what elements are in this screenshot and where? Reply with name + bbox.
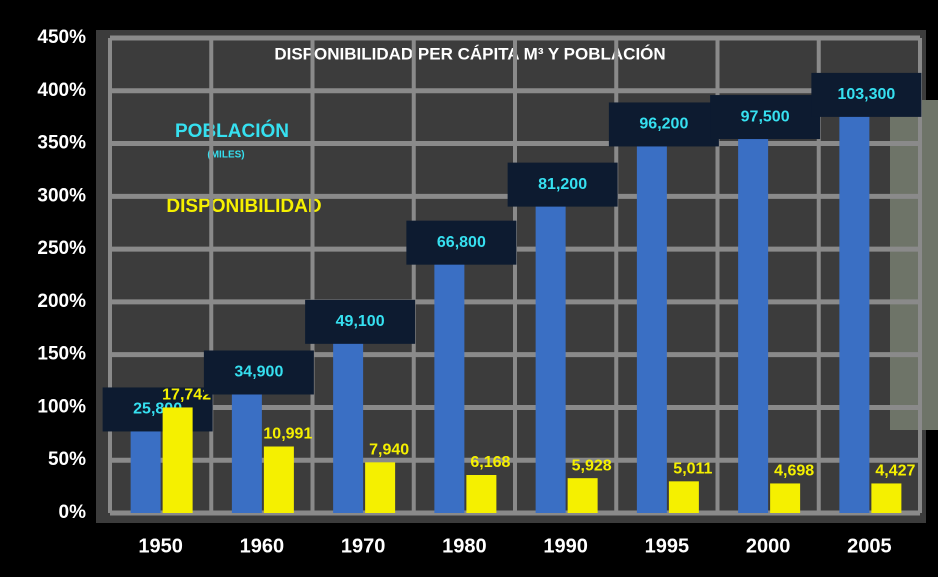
x-tick-label: 1970 <box>341 535 386 557</box>
page: DISPONIBILIDAD PER CÁPITA M³ Y POBLACIÓN… <box>0 0 938 577</box>
y-tick-label: 150% <box>37 344 86 365</box>
chart-title: DISPONIBILIDAD PER CÁPITA M³ Y POBLACIÓN <box>274 44 665 63</box>
data-label: 81,200 <box>538 176 587 193</box>
bar <box>839 93 869 513</box>
bar <box>770 483 800 513</box>
data-label: 66,800 <box>437 234 486 251</box>
x-tick-label: 2005 <box>847 535 892 557</box>
data-label: 7,940 <box>369 442 409 459</box>
x-tick-label: 1950 <box>138 535 183 557</box>
data-label: 34,900 <box>234 364 283 381</box>
data-label: 96,200 <box>639 116 688 133</box>
y-tick-label: 0% <box>59 502 87 523</box>
bar <box>738 115 768 513</box>
bar <box>536 183 566 513</box>
legend-label: DISPONIBILIDAD <box>166 196 321 217</box>
bar <box>365 462 395 513</box>
x-tick-label: 1995 <box>645 535 690 557</box>
data-label: 10,991 <box>263 426 312 443</box>
x-tick-label: 1960 <box>240 535 285 557</box>
data-label: 4,427 <box>875 463 915 480</box>
data-label: 17,742 <box>162 387 211 404</box>
bar <box>568 478 598 513</box>
data-label: 5,011 <box>673 461 712 478</box>
x-tick-label: 1980 <box>442 535 487 557</box>
y-tick-label: 350% <box>37 133 86 154</box>
data-label: 5,928 <box>572 457 612 474</box>
bar <box>333 320 363 513</box>
y-tick-label: 250% <box>37 238 86 259</box>
data-label: 103,300 <box>837 86 895 103</box>
y-tick-label: 400% <box>37 80 86 101</box>
y-tick-label: 300% <box>37 185 86 206</box>
data-label: 97,500 <box>741 108 790 125</box>
data-label: 4,698 <box>774 463 814 480</box>
x-tick-label: 2000 <box>746 535 791 557</box>
legend-label: POBLACIÓN <box>175 120 289 142</box>
x-tick-label: 1990 <box>543 535 588 557</box>
chart: DISPONIBILIDAD PER CÁPITA M³ Y POBLACIÓN… <box>0 0 938 577</box>
y-tick-label: 450% <box>37 27 86 48</box>
photo <box>890 100 938 430</box>
bar <box>637 122 667 513</box>
y-tick-label: 50% <box>48 449 86 470</box>
bar <box>466 475 496 513</box>
bar <box>264 447 294 514</box>
data-label: 6,168 <box>470 454 510 471</box>
bar <box>163 407 193 513</box>
bar <box>669 481 699 513</box>
bar <box>434 241 464 513</box>
y-tick-label: 200% <box>37 291 86 312</box>
bar <box>871 483 901 513</box>
data-label: 49,100 <box>336 313 385 330</box>
y-tick-label: 100% <box>37 396 86 417</box>
